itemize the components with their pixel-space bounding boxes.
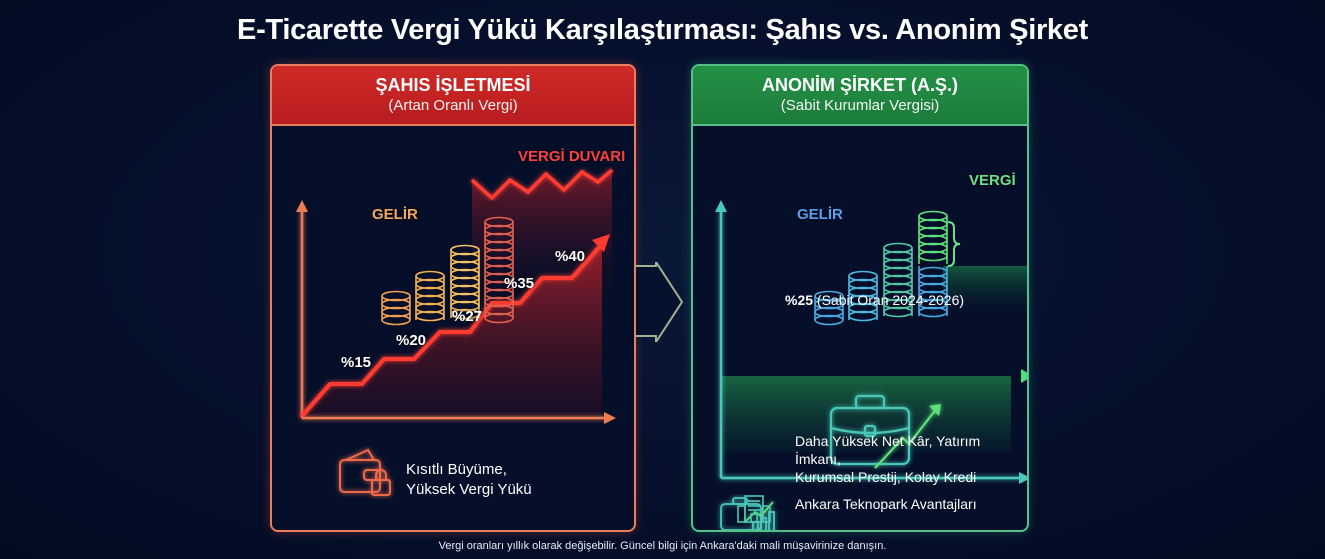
flat-rate-value: %25 <box>785 292 814 308</box>
sole-proprietorship-summary: Kısıtlı Büyüme, Yüksek Vergi Yükü <box>406 460 532 500</box>
axes <box>719 208 1021 480</box>
tax-wall-line <box>470 168 614 201</box>
joint-stock-company-panel: ANONİM ŞİRKET (A.Ş.) (Sabit Kurumlar Ver… <box>691 64 1029 532</box>
sole-proprietorship-panel: ŞAHIS İŞLETMESİ (Artan Oranlı Vergi) <box>270 64 636 532</box>
panel-subtitle: (Sabit Kurumlar Vergisi) <box>780 97 940 114</box>
benefit-line-1: Daha Yüksek Net Kâr, Yatırım İmkanı, <box>795 433 981 467</box>
briefcase-growth-icon <box>829 394 941 469</box>
benefit-item: Ankara Teknopark Avantajları <box>795 494 977 514</box>
flat-tax-chart <box>715 200 1027 530</box>
tax-label: VERGİ <box>969 172 1016 189</box>
disclaimer-footer: Vergi oranları yıllık olarak değişebilir… <box>438 540 887 552</box>
axes <box>300 208 608 420</box>
tax-arrow-icon <box>592 234 610 252</box>
benefit-line-2: Kurumsal Prestij, Kolay Kredi <box>795 469 977 485</box>
tax-brace-icon <box>947 221 961 267</box>
panel-subtitle: (Artan Oranlı Vergi) <box>388 97 518 114</box>
benefit-item: Daha Yüksek Net Kâr, Yatırım İmkanı, Kur… <box>795 432 1027 486</box>
rate-label-40: %40 <box>555 248 586 265</box>
y-axis-arrow-icon <box>715 200 727 212</box>
coin-stacks-icon <box>381 216 514 326</box>
page-title: E-Ticarette Vergi Yükü Karşılaştırması: … <box>237 14 1088 46</box>
briefcase-chart-icon <box>720 497 775 530</box>
tax-step-line <box>300 242 604 418</box>
x-axis-arrow-icon <box>604 412 616 424</box>
tax-area <box>302 244 602 416</box>
flat-rate-arrow-icon <box>1021 369 1027 383</box>
income-label: GELİR <box>372 206 418 223</box>
flat-rate-label: %25 (Sabit Oran 2024-2026) <box>785 292 964 308</box>
summary-line-1: Kısıtlı Büyüme, <box>406 461 507 478</box>
x-axis-arrow-icon <box>1019 472 1027 484</box>
rate-label-35: %35 <box>504 275 535 292</box>
flat-rate-note: (Sabit Oran 2024-2026) <box>816 292 965 308</box>
sole-proprietorship-header: ŞAHIS İŞLETMESİ (Artan Oranlı Vergi) <box>272 66 634 126</box>
rate-label-15: %15 <box>341 354 372 371</box>
comparison-arrow-icon <box>636 262 684 342</box>
flat-tax-area <box>721 376 1011 452</box>
progressive-tax-chart <box>296 168 616 496</box>
tax-wall-label: VERGİ DUVARI <box>518 148 626 165</box>
building-icon <box>737 495 771 523</box>
coin-stacks-icon <box>814 210 948 326</box>
panel-title: ŞAHIS İŞLETMESİ <box>375 75 531 95</box>
wallet-lock-icon <box>339 448 391 496</box>
benefit-line-1: Ankara Teknopark Avantajları <box>795 496 977 512</box>
income-label: GELİR <box>797 206 843 223</box>
y-axis-arrow-icon <box>296 200 308 212</box>
rate-label-20: %20 <box>396 332 427 349</box>
panel-title: ANONİM ŞİRKET (A.Ş.) <box>762 75 958 95</box>
joint-stock-company-header: ANONİM ŞİRKET (A.Ş.) (Sabit Kurumlar Ver… <box>693 66 1027 126</box>
rate-label-27: %27 <box>452 308 483 325</box>
summary-line-2: Yüksek Vergi Yükü <box>406 481 532 498</box>
